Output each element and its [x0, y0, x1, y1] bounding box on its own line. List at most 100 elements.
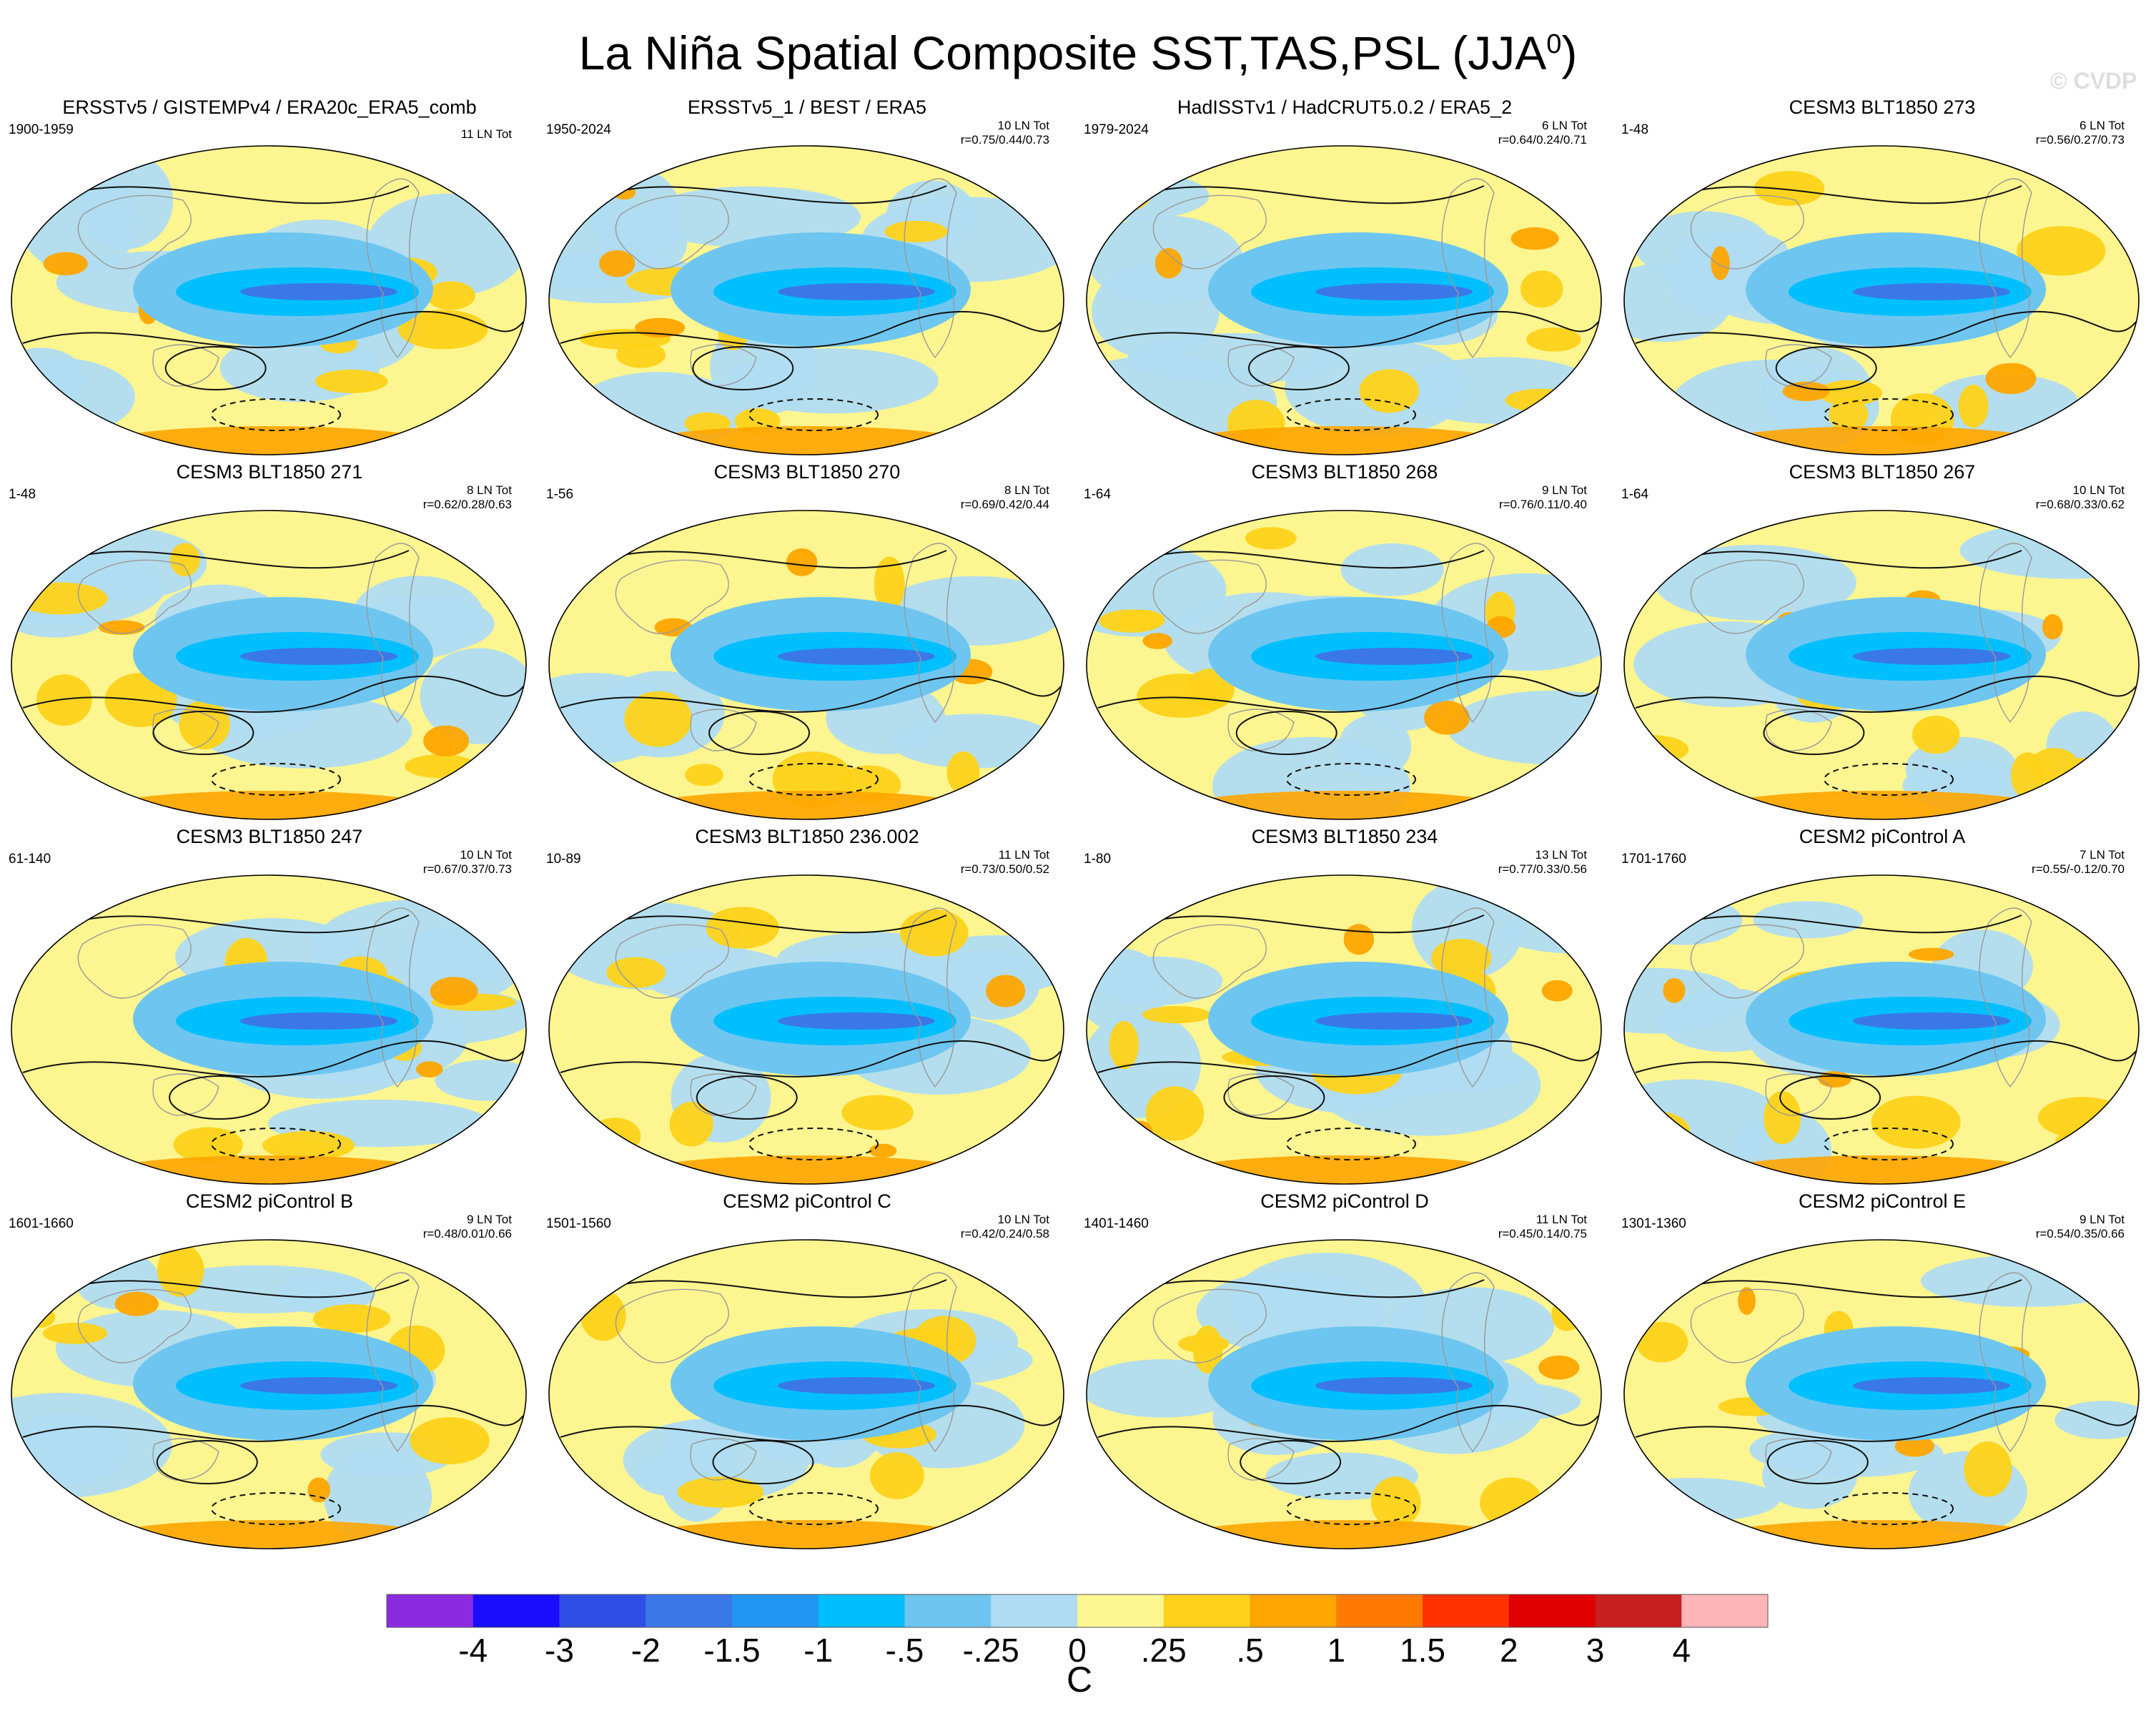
panel-period: 1401-1460 — [1084, 1216, 1149, 1231]
panel-period: 1979-2024 — [1084, 122, 1149, 137]
colorbar-swatch — [1508, 1594, 1596, 1627]
panel-event-count: 11 LN Tot — [1536, 1213, 1587, 1226]
panel-period: 1950-2024 — [546, 122, 611, 137]
colorbar-swatch — [1681, 1594, 1769, 1627]
watermark-text: © CVDP — [2050, 68, 2137, 94]
panel-event-count: 9 LN Tot — [466, 1213, 512, 1226]
panel-correlation: r=0.48/0.01/0.66 — [422, 1227, 512, 1241]
map-panel: HadISSTv1 / HadCRUT5.0.2 / ERA5_2 1979-20… — [1075, 93, 1614, 458]
map-panel: ERSSTv5_1 / BEST / ERA5 1950-2024 10 LN To… — [538, 93, 1077, 458]
panel-event-count: 10 LN Tot — [997, 119, 1049, 132]
panel-title: CESM3 BLT1850 271 — [176, 461, 363, 483]
panel-period: 1-64 — [1621, 487, 1649, 502]
colorbar-tick-label: -1.5 — [703, 1632, 760, 1666]
colorbar-swatch — [1250, 1594, 1337, 1627]
map-panel: CESM3 BLT1850 247 61-140 10 LN Tot r=0.67/0… — [0, 822, 539, 1187]
panel-correlation: r=0.54/0.35/0.66 — [2035, 1227, 2125, 1241]
panel-correlation: r=0.69/0.42/0.44 — [960, 498, 1049, 511]
panel-title: CESM2 piControl A — [1799, 826, 1966, 847]
colorbar-swatch — [732, 1594, 819, 1627]
panel-correlation: r=0.77/0.33/0.56 — [1498, 862, 1587, 876]
panel-event-count: 6 LN Tot — [1541, 119, 1587, 132]
panel-title: ERSSTv5_1 / BEST / ERA5 — [687, 97, 927, 118]
colorbar-tick-label: 1 — [1327, 1632, 1345, 1666]
panel-event-count: 8 LN Tot — [466, 483, 512, 497]
panel-correlation: r=0.68/0.33/0.62 — [2035, 498, 2125, 511]
colorbar-tick-label: -3 — [545, 1632, 574, 1666]
colorbar-tick-label: 2 — [1500, 1632, 1518, 1666]
colorbar-tick-label: -2 — [631, 1632, 661, 1666]
world-map — [548, 510, 1064, 820]
panel-correlation: r=0.45/0.14/0.75 — [1498, 1227, 1587, 1241]
panel-title: CESM2 piControl E — [1798, 1190, 1967, 1212]
panel-event-count: 10 LN Tot — [460, 848, 512, 862]
panel-event-count: 7 LN Tot — [2079, 848, 2125, 862]
panel-event-count: 11 LN Tot — [460, 127, 512, 141]
colorbar-swatch — [818, 1594, 905, 1627]
panel-period: 1900-1959 — [9, 122, 74, 137]
world-map — [11, 1239, 527, 1549]
panel-title: CESM3 BLT1850 273 — [1789, 97, 1976, 118]
panel-event-count: 6 LN Tot — [2079, 119, 2125, 132]
panel-period: 1-80 — [1084, 852, 1112, 867]
map-panel: CESM2 piControl D 1401-1460 11 LN Tot r=0.4… — [1075, 1187, 1614, 1552]
panel-event-count: 11 LN Tot — [998, 848, 1049, 862]
panel-correlation: r=0.67/0.37/0.73 — [422, 862, 512, 876]
panel-correlation: r=0.75/0.44/0.73 — [960, 133, 1049, 147]
panel-title: CESM3 BLT1850 268 — [1251, 461, 1438, 483]
world-map — [1086, 145, 1602, 455]
panel-event-count: 10 LN Tot — [997, 1213, 1049, 1226]
panel-title: CESM3 BLT1850 267 — [1789, 461, 1976, 483]
map-panel: CESM3 BLT1850 268 1-64 9 LN Tot r=0.76/0.11… — [1075, 458, 1614, 822]
panel-period: 1501-1560 — [546, 1216, 611, 1231]
map-panel: CESM2 piControl E 1301-1360 9 LN Tot r=0.54… — [1613, 1187, 2152, 1552]
colorbar-swatch — [559, 1594, 646, 1627]
world-map — [1086, 510, 1602, 820]
map-panel: CESM3 BLT1850 273 1-48 6 LN Tot r=0.56/0.27… — [1613, 93, 2152, 458]
panel-period: 61-140 — [9, 852, 51, 867]
panel-title: CESM2 piControl D — [1260, 1190, 1429, 1212]
panel-event-count: 8 LN Tot — [1004, 483, 1049, 497]
panel-event-count: 9 LN Tot — [2079, 1213, 2125, 1226]
colorbar-tick-label: .5 — [1236, 1632, 1263, 1666]
map-panel: CESM3 BLT1850 267 1-64 10 LN Tot r=0.68/0.3… — [1613, 458, 2152, 822]
panel-correlation: r=0.76/0.11/0.40 — [1498, 498, 1587, 511]
panel-period: 1-56 — [546, 487, 574, 502]
colorbar-tick-label: .25 — [1141, 1632, 1187, 1666]
world-map — [11, 874, 527, 1185]
panel-correlation: r=0.56/0.27/0.73 — [2035, 133, 2125, 147]
panel-event-count: 13 LN Tot — [1535, 848, 1587, 862]
world-map — [1623, 1239, 2140, 1549]
colorbar-swatch — [1163, 1594, 1250, 1627]
colorbar-swatch — [473, 1594, 560, 1627]
world-map — [548, 145, 1064, 455]
panel-event-count: 9 LN Tot — [1541, 483, 1587, 497]
colorbar-tick-label: -4 — [458, 1632, 488, 1666]
panel-correlation: r=0.42/0.24/0.58 — [960, 1227, 1049, 1241]
panel-period: 1301-1360 — [1621, 1216, 1686, 1231]
panel-title: ERSSTv5 / GISTEMPv4 / ERA20c_ERA5_comb — [62, 97, 477, 118]
map-panel: CESM3 BLT1850 236.002 10-89 11 LN Tot r=0.7… — [538, 822, 1077, 1187]
panel-event-count: 10 LN Tot — [2072, 483, 2125, 497]
panel-correlation: r=0.73/0.50/0.52 — [960, 862, 1049, 876]
colorbar-tick-label: 3 — [1586, 1632, 1605, 1666]
colorbar-swatch — [387, 1594, 474, 1627]
panel-title: CESM2 piControl B — [185, 1190, 354, 1212]
world-map — [548, 874, 1064, 1185]
panel-correlation: r=0.55/-0.12/0.70 — [2032, 862, 2125, 876]
colorbar-swatch — [1077, 1594, 1164, 1627]
colorbar-tick-label: 1.5 — [1400, 1632, 1445, 1666]
map-panel: CESM3 BLT1850 270 1-56 8 LN Tot r=0.69/0.42… — [538, 458, 1077, 822]
panel-title: CESM3 BLT1850 270 — [713, 461, 901, 483]
colorbar-swatch — [646, 1594, 733, 1627]
world-map — [1623, 874, 2140, 1185]
colorbar-tick-label: 0 — [1068, 1632, 1087, 1666]
world-map — [1086, 1239, 1602, 1549]
colorbar-swatch — [1423, 1594, 1510, 1627]
colorbar-swatch — [1336, 1594, 1423, 1627]
panel-title: HadISSTv1 / HadCRUT5.0.2 / ERA5_2 — [1177, 97, 1513, 118]
panel-period: 1-64 — [1084, 487, 1112, 502]
panel-title: CESM2 piControl C — [723, 1190, 891, 1212]
world-map — [11, 145, 527, 455]
panel-period: 1601-1660 — [9, 1216, 74, 1231]
